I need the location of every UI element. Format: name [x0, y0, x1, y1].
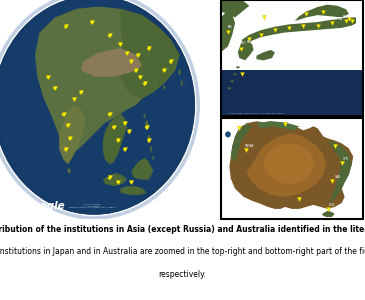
Ellipse shape: [230, 80, 234, 82]
Text: UNWA: UNWA: [245, 145, 254, 148]
Text: MAN: MAN: [332, 17, 338, 21]
Ellipse shape: [143, 114, 146, 118]
Polygon shape: [231, 123, 252, 163]
Polygon shape: [131, 158, 153, 180]
Ellipse shape: [236, 66, 240, 68]
Ellipse shape: [233, 73, 237, 75]
Text: HOB: HOB: [329, 203, 335, 207]
Text: Figure 6. Distribution of the institutions in Asia (except Russia) and Australia: Figure 6. Distribution of the institutio…: [0, 225, 365, 234]
Ellipse shape: [0, 0, 191, 210]
Text: respectively.: respectively.: [158, 270, 207, 279]
Ellipse shape: [9, 13, 179, 197]
Ellipse shape: [174, 58, 177, 64]
Ellipse shape: [5, 9, 183, 202]
Polygon shape: [241, 17, 356, 46]
Text: © 2013 Google
© 2013 ZENRIN
Data SIO, NOAA, U.S. Navy, NGA, GEBCO: © 2013 Google © 2013 ZENRIN Data SIO, NO…: [69, 203, 115, 208]
Polygon shape: [328, 140, 352, 204]
Polygon shape: [221, 12, 235, 52]
Text: © 2013 Google  Data SIO, NOAA, U.S. Navy, NGA, GEBCO: © 2013 Google Data SIO, NOAA, U.S. Navy,…: [228, 215, 283, 217]
Polygon shape: [322, 211, 335, 217]
Polygon shape: [120, 9, 180, 98]
Ellipse shape: [145, 120, 149, 129]
Polygon shape: [246, 134, 326, 197]
Polygon shape: [103, 114, 127, 164]
Ellipse shape: [67, 168, 71, 173]
Ellipse shape: [22, 26, 167, 184]
Polygon shape: [59, 105, 85, 164]
Text: DAR: DAR: [241, 122, 247, 126]
Text: ....Google: ....Google: [9, 201, 65, 211]
Ellipse shape: [150, 146, 152, 152]
Text: CAN: CAN: [335, 175, 341, 179]
Ellipse shape: [264, 143, 314, 184]
Polygon shape: [295, 4, 349, 21]
Ellipse shape: [163, 85, 165, 90]
Ellipse shape: [1, 4, 187, 206]
Polygon shape: [221, 0, 249, 17]
Text: SYD: SYD: [343, 157, 349, 160]
Ellipse shape: [153, 155, 154, 160]
Ellipse shape: [0, 0, 195, 214]
Polygon shape: [238, 40, 254, 60]
Text: NAG-OETE: NAG-OETE: [246, 40, 260, 44]
Ellipse shape: [181, 80, 183, 86]
Polygon shape: [103, 173, 127, 186]
Text: OKI: OKI: [242, 67, 246, 71]
Polygon shape: [256, 50, 275, 60]
Ellipse shape: [178, 70, 181, 75]
Text: TOK: TOK: [349, 14, 354, 17]
Text: CBO: CBO: [241, 41, 246, 45]
Polygon shape: [256, 121, 299, 130]
Polygon shape: [221, 70, 363, 116]
Polygon shape: [120, 186, 147, 195]
Ellipse shape: [14, 17, 175, 193]
Text: NAG-OBS: NAG-OBS: [343, 15, 355, 19]
Ellipse shape: [228, 87, 231, 89]
Ellipse shape: [167, 55, 170, 64]
Text: OKA: OKA: [338, 17, 343, 21]
Text: The institutions in Japan and in Australia are zoomed in the top-right and botto: The institutions in Japan and in Austral…: [0, 248, 365, 256]
Text: © 2013 Google  Data SIO, NOAA, U.S. Navy, NGA, GEBCO: © 2013 Google Data SIO, NOAA, U.S. Navy,…: [228, 112, 283, 114]
Polygon shape: [229, 121, 353, 209]
Ellipse shape: [225, 131, 231, 137]
Polygon shape: [35, 7, 180, 153]
Text: KAS: KAS: [228, 25, 233, 29]
Ellipse shape: [0, 0, 195, 214]
Polygon shape: [81, 48, 142, 76]
Ellipse shape: [18, 22, 171, 188]
Ellipse shape: [147, 135, 150, 141]
